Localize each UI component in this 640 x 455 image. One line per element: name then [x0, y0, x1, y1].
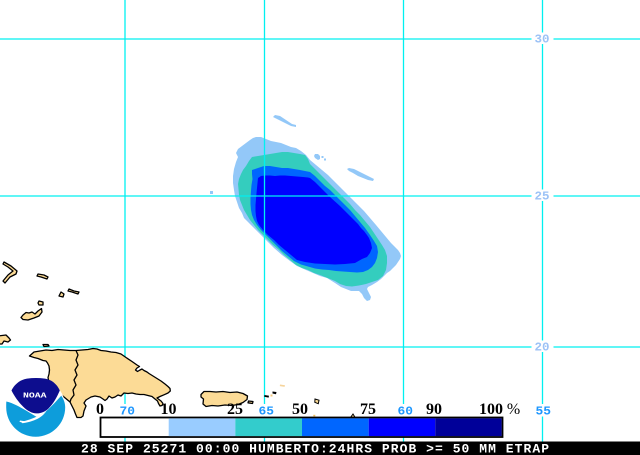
svg-text:90: 90	[426, 401, 442, 418]
svg-text:65: 65	[259, 405, 275, 419]
svg-text:50: 50	[292, 401, 308, 418]
svg-text:NOAA: NOAA	[23, 392, 47, 400]
svg-text:55: 55	[536, 405, 552, 419]
svg-text:28 SEP 25271 00:00 HUMBERTO:24: 28 SEP 25271 00:00 HUMBERTO:24HRS PROB >…	[81, 441, 549, 455]
svg-text:25: 25	[535, 190, 550, 204]
svg-text:25: 25	[227, 401, 243, 418]
svg-text:%: %	[507, 401, 520, 418]
svg-text:100: 100	[479, 401, 503, 418]
svg-text:0: 0	[96, 401, 104, 418]
svg-text:10: 10	[161, 401, 177, 418]
svg-text:75: 75	[360, 401, 376, 418]
svg-text:20: 20	[535, 341, 550, 355]
svg-text:60: 60	[398, 405, 414, 419]
svg-text:70: 70	[120, 405, 136, 419]
svg-text:30: 30	[535, 33, 550, 47]
